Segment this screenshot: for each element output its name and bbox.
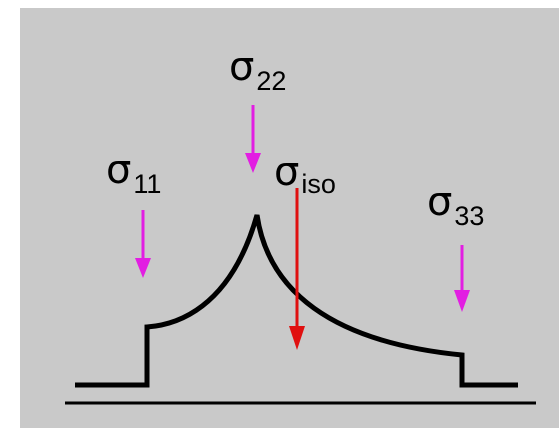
arrow-22 (245, 105, 261, 173)
arrow-iso (289, 188, 305, 350)
label-11: σ11 (106, 147, 161, 199)
label-symbol: σ (427, 179, 452, 225)
label-subscript: 11 (133, 169, 161, 199)
arrow-11 (135, 210, 151, 278)
label-symbol: σ (229, 44, 254, 90)
label-iso: σiso (274, 149, 336, 199)
panel (20, 8, 559, 428)
label-33: σ33 (427, 179, 484, 231)
label-subscript: iso (301, 169, 336, 199)
label-symbol: σ (274, 149, 299, 195)
label-22: σ22 (229, 44, 286, 96)
powder-pattern (75, 214, 518, 388)
label-symbol: σ (106, 147, 131, 193)
arrow-33 (454, 245, 470, 312)
label-subscript: 33 (454, 201, 484, 231)
label-subscript: 22 (256, 66, 286, 96)
